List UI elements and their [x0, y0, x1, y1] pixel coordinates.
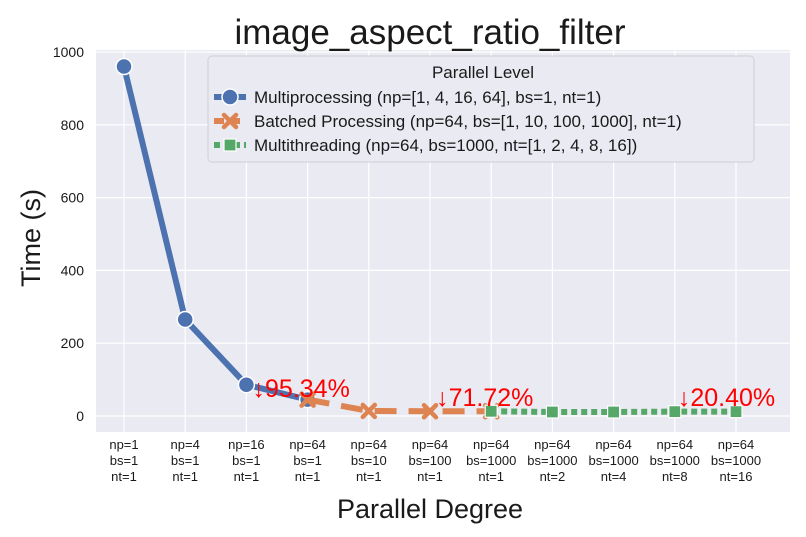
- data-point: [421, 403, 439, 420]
- data-point: [299, 391, 316, 408]
- data-point: [221, 88, 239, 106]
- x-tick-label: bs=1000: [466, 453, 516, 468]
- x-tick-label: nt=4: [601, 469, 627, 484]
- legend: Parallel Level Multiprocessing (np=[1, 4,…: [207, 55, 755, 163]
- legend-title: Parallel Level: [432, 63, 534, 82]
- x-tick-label: nt=1: [234, 469, 260, 484]
- x-tick-label: np=16: [228, 437, 265, 452]
- data-point: [115, 57, 133, 76]
- x-tick-label: np=64: [595, 437, 632, 452]
- x-tick-label: bs=1: [232, 453, 261, 468]
- x-tick-label: bs=1: [293, 453, 322, 468]
- x-tick-label: nt=16: [720, 469, 753, 484]
- x-tick-label: nt=1: [111, 469, 137, 484]
- y-tick-label: 200: [61, 335, 85, 351]
- x-ticks: np=1bs=1nt=1np=4bs=1nt=1np=16bs=1nt=1np=…: [109, 437, 761, 484]
- annotation-label: ↓95.34%: [253, 375, 350, 403]
- x-tick-label: bs=1: [110, 453, 139, 468]
- legend-label: Multiprocessing (np=[1, 4, 16, 64], bs=1…: [254, 88, 601, 107]
- data-point: [545, 405, 560, 419]
- data-point: [223, 138, 237, 152]
- x-tick-label: nt=1: [295, 469, 321, 484]
- data-point: [237, 375, 256, 394]
- x-tick-label: np=64: [534, 437, 571, 452]
- x-tick-label: nt=8: [662, 469, 688, 484]
- x-tick-label: np=64: [412, 437, 449, 452]
- x-tick-label: np=64: [718, 437, 755, 452]
- series-2: [484, 404, 743, 419]
- x-tick-label: np=64: [473, 437, 510, 452]
- x-tick-label: bs=1: [171, 453, 200, 468]
- data-point: [484, 404, 498, 418]
- x-tick-label: bs=1000: [711, 453, 761, 468]
- x-tick-label: bs=10: [351, 453, 387, 468]
- x-tick-label: np=4: [171, 437, 200, 452]
- x-tick-label: nt=1: [172, 469, 198, 484]
- annotation-label: ↓71.72%: [436, 384, 533, 412]
- y-tick-label: 600: [61, 190, 85, 206]
- x-tick-label: bs=1000: [588, 453, 638, 468]
- x-tick-label: np=1: [109, 437, 138, 452]
- series-line: [121, 65, 309, 403]
- data-point: [668, 405, 682, 419]
- annotations: ↓95.34% ↓71.72% ↓20.40%: [253, 375, 776, 412]
- y-tick-label: 400: [61, 262, 85, 278]
- series-line: [307, 396, 492, 415]
- chart-title: image_aspect_ratio_filter: [234, 13, 625, 52]
- x-tick-label: nt=1: [356, 469, 382, 484]
- x-tick-label: bs=1000: [650, 453, 700, 468]
- y-tick-label: 800: [61, 117, 85, 133]
- legend-label: Batched Processing (np=64, bs=[1, 10, 10…: [254, 112, 682, 131]
- data-point: [221, 112, 239, 130]
- x-tick-label: bs=100: [408, 453, 451, 468]
- data-point: [729, 405, 743, 419]
- legend-label: Multithreading (np=64, bs=1000, nt=[1, 2…: [254, 136, 637, 155]
- x-tick-label: np=64: [351, 437, 388, 452]
- y-tick-label: 1000: [53, 44, 84, 60]
- annotation-label: ↓20.40%: [678, 384, 775, 412]
- data-point: [360, 402, 378, 420]
- y-ticks: 0 200 400 600 800 1000: [53, 44, 84, 424]
- x-axis-label: Parallel Degree: [337, 494, 523, 524]
- data-point: [176, 310, 194, 329]
- x-tick-label: nt=2: [540, 469, 566, 484]
- y-tick-label: 0: [76, 408, 84, 424]
- x-tick-label: np=64: [657, 437, 694, 452]
- y-axis-label: Time (s): [16, 189, 46, 287]
- series-layer: [115, 57, 743, 420]
- legend-box: [207, 55, 755, 163]
- data-point: [606, 405, 621, 419]
- x-tick-label: nt=1: [417, 469, 443, 484]
- x-tick-label: np=64: [289, 437, 326, 452]
- x-tick-label: nt=1: [478, 469, 504, 484]
- x-tick-label: bs=1000: [527, 453, 577, 468]
